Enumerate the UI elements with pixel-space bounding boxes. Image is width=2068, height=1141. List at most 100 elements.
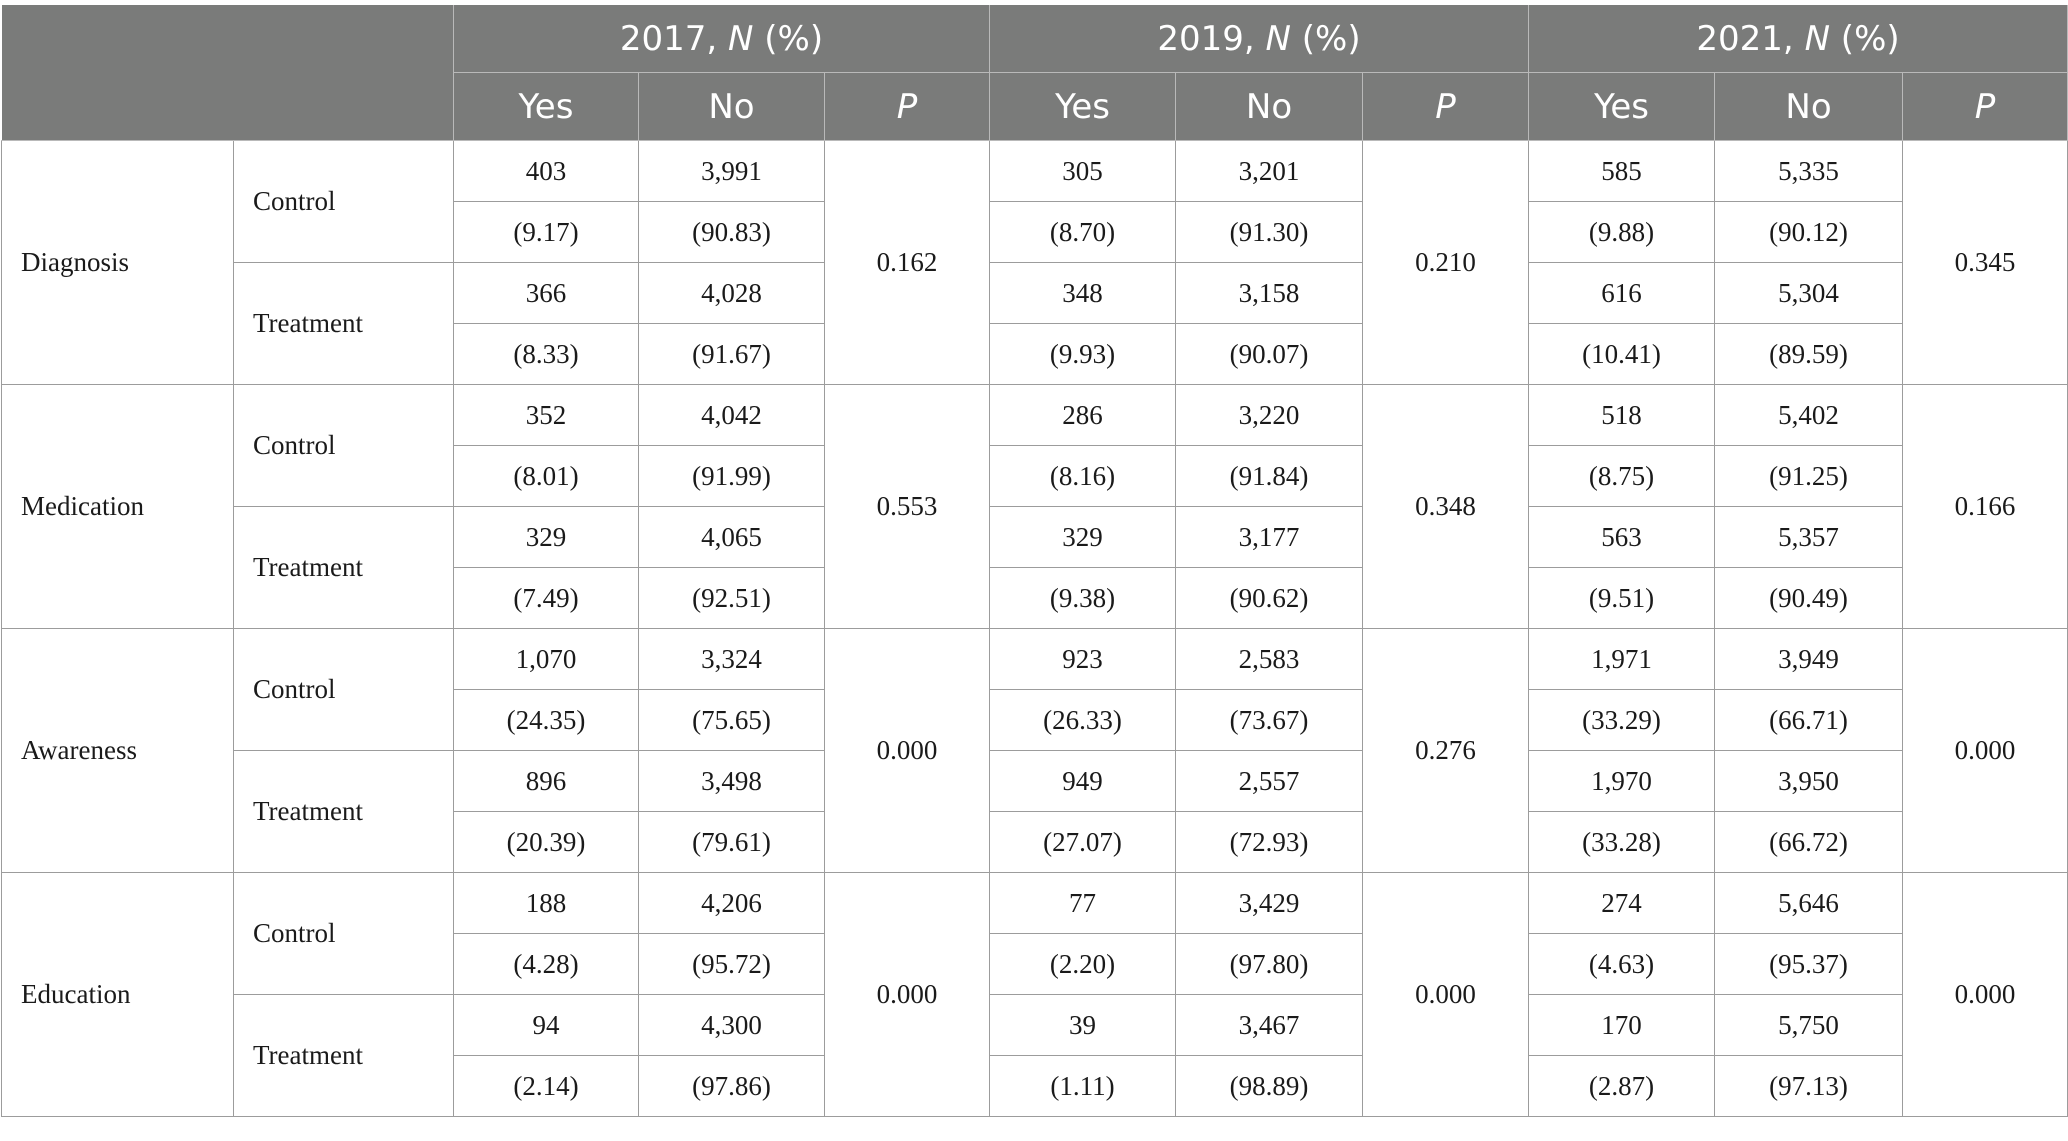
cell-yes-percent: (27.07) <box>989 811 1177 873</box>
col-header-p: P <box>1902 72 2068 141</box>
col-header-no: No <box>638 72 825 141</box>
table-row: (24.35) (75.65) (26.33) (73.67) (33.29) (66.7… <box>2 689 2068 751</box>
cell-yes-percent: (9.38) <box>989 567 1177 629</box>
cell-no-count: 3,949 <box>1714 628 1904 690</box>
cell-p-value: 0.345 <box>1902 140 2068 385</box>
cell-yes-count: 77 <box>989 872 1177 934</box>
table-row: Diagnosis Control 403 3,991 0.162 305 3,201 0.2… <box>1 140 2068 385</box>
cell-p-value: 0.210 <box>1362 140 1530 385</box>
cell-yes-count: 286 <box>989 384 1177 446</box>
table-row: (4.28) (95.72) (2.20) (97.80) (4.63) (95.37) <box>2 933 2068 995</box>
table-row: Treatment 329 4,065 329 3,177 563 5,357 <box>2 506 2068 629</box>
cell-no-percent: (90.49) <box>1714 567 1904 629</box>
cell-yes-percent: (2.20) <box>989 933 1177 995</box>
cell-p-value: 0.553 <box>823 384 991 629</box>
col-header-no: No <box>1175 72 1364 141</box>
cell-yes-percent: (8.70) <box>989 201 1177 263</box>
cell-no-count: 3,991 <box>638 140 825 202</box>
cell-no-percent: (98.89) <box>1175 1055 1364 1117</box>
cell-yes-percent: (9.17) <box>453 201 639 263</box>
section-label: Medication <box>1 384 234 629</box>
table-row: (7.49) (92.51) (9.38) (90.62) (9.51) (90.49) <box>2 567 2068 629</box>
cell-no-percent: (75.65) <box>638 689 825 751</box>
cell-no-percent: (91.84) <box>1175 445 1364 507</box>
cell-yes-percent: (4.28) <box>453 933 639 995</box>
cell-p-value: 0.348 <box>1362 384 1530 629</box>
cell-no-percent: (97.86) <box>638 1055 825 1117</box>
cell-no-count: 2,583 <box>1175 628 1364 690</box>
table-header: 2017, N (%) 2019, N (%) 2021, N (%) Yes … <box>1 5 2068 141</box>
cell-yes-count: 39 <box>989 994 1177 1056</box>
cell-yes-count: 616 <box>1528 262 1716 324</box>
cell-no-percent: (73.67) <box>1175 689 1364 751</box>
cell-yes-count: 585 <box>1528 140 1716 202</box>
cell-no-count: 5,750 <box>1714 994 1904 1056</box>
cell-yes-percent: (9.88) <box>1528 201 1716 263</box>
cell-yes-percent: (4.63) <box>1528 933 1716 995</box>
cell-no-count: 5,304 <box>1714 262 1904 324</box>
cell-yes-count: 352 <box>453 384 639 446</box>
cell-no-count: 3,498 <box>638 750 825 812</box>
cell-no-count: 3,177 <box>1175 506 1364 568</box>
cell-no-count: 3,950 <box>1714 750 1904 812</box>
group-label: Treatment <box>233 994 454 1117</box>
cell-no-percent: (90.12) <box>1714 201 1904 263</box>
cell-no-percent: (66.72) <box>1714 811 1904 873</box>
cell-no-percent: (89.59) <box>1714 323 1904 385</box>
cell-no-count: 3,324 <box>638 628 825 690</box>
cell-no-percent: (90.62) <box>1175 567 1364 629</box>
cell-p-value: 0.000 <box>823 872 991 1117</box>
cell-yes-count: 305 <box>989 140 1177 202</box>
cell-no-count: 5,357 <box>1714 506 1904 568</box>
table-row: (8.33) (91.67) (9.93) (90.07) (10.41) (89.59) <box>2 323 2068 385</box>
cell-yes-percent: (8.33) <box>453 323 639 385</box>
cell-yes-count: 188 <box>453 872 639 934</box>
cell-yes-count: 403 <box>453 140 639 202</box>
cell-no-count: 3,158 <box>1175 262 1364 324</box>
cell-no-percent: (91.30) <box>1175 201 1364 263</box>
results-table: 2017, N (%) 2019, N (%) 2021, N (%) Yes … <box>1 5 2068 1117</box>
section-label: Diagnosis <box>1 140 234 385</box>
table-body: Diagnosis Control 403 3,991 0.162 305 3,201 0.2… <box>1 140 2068 1117</box>
cell-no-count: 3,220 <box>1175 384 1364 446</box>
section-label: Education <box>1 872 234 1117</box>
cell-no-count: 5,402 <box>1714 384 1904 446</box>
cell-yes-count: 518 <box>1528 384 1716 446</box>
table-row: (20.39) (79.61) (27.07) (72.93) (33.28) (66.7… <box>2 811 2068 873</box>
col-header-p: P <box>823 72 991 141</box>
cell-yes-count: 94 <box>453 994 639 1056</box>
cell-no-percent: (91.25) <box>1714 445 1904 507</box>
cell-yes-count: 170 <box>1528 994 1716 1056</box>
cell-yes-count: 563 <box>1528 506 1716 568</box>
group-label: Control <box>233 872 454 995</box>
cell-yes-percent: (20.39) <box>453 811 639 873</box>
cell-yes-percent: (8.75) <box>1528 445 1716 507</box>
cell-no-percent: (91.67) <box>638 323 825 385</box>
cell-no-percent: (66.71) <box>1714 689 1904 751</box>
cell-no-percent: (97.13) <box>1714 1055 1904 1117</box>
cell-yes-percent: (26.33) <box>989 689 1177 751</box>
cell-yes-percent: (2.14) <box>453 1055 639 1117</box>
cell-yes-count: 329 <box>453 506 639 568</box>
cell-no-percent: (95.72) <box>638 933 825 995</box>
group-label: Treatment <box>233 506 454 629</box>
cell-yes-percent: (8.16) <box>989 445 1177 507</box>
year-header: 2019, N (%) <box>989 5 1530 73</box>
group-label: Treatment <box>233 262 454 385</box>
cell-no-percent: (95.37) <box>1714 933 1904 995</box>
group-label: Treatment <box>233 750 454 873</box>
cell-no-count: 3,201 <box>1175 140 1364 202</box>
table-row: Treatment 94 4,300 39 3,467 170 5,750 <box>2 994 2068 1117</box>
cell-yes-percent: (8.01) <box>453 445 639 507</box>
cell-no-percent: (72.93) <box>1175 811 1364 873</box>
cell-yes-count: 348 <box>989 262 1177 324</box>
col-header-no: No <box>1714 72 1904 141</box>
cell-no-count: 4,028 <box>638 262 825 324</box>
cell-yes-count: 1,970 <box>1528 750 1716 812</box>
cell-no-percent: (97.80) <box>1175 933 1364 995</box>
table-row: Medication Control 352 4,042 0.553 286 3,220 0.… <box>1 384 2068 629</box>
cell-yes-count: 1,070 <box>453 628 639 690</box>
cell-no-count: 5,646 <box>1714 872 1904 934</box>
cell-no-percent: (92.51) <box>638 567 825 629</box>
cell-yes-percent: (9.51) <box>1528 567 1716 629</box>
